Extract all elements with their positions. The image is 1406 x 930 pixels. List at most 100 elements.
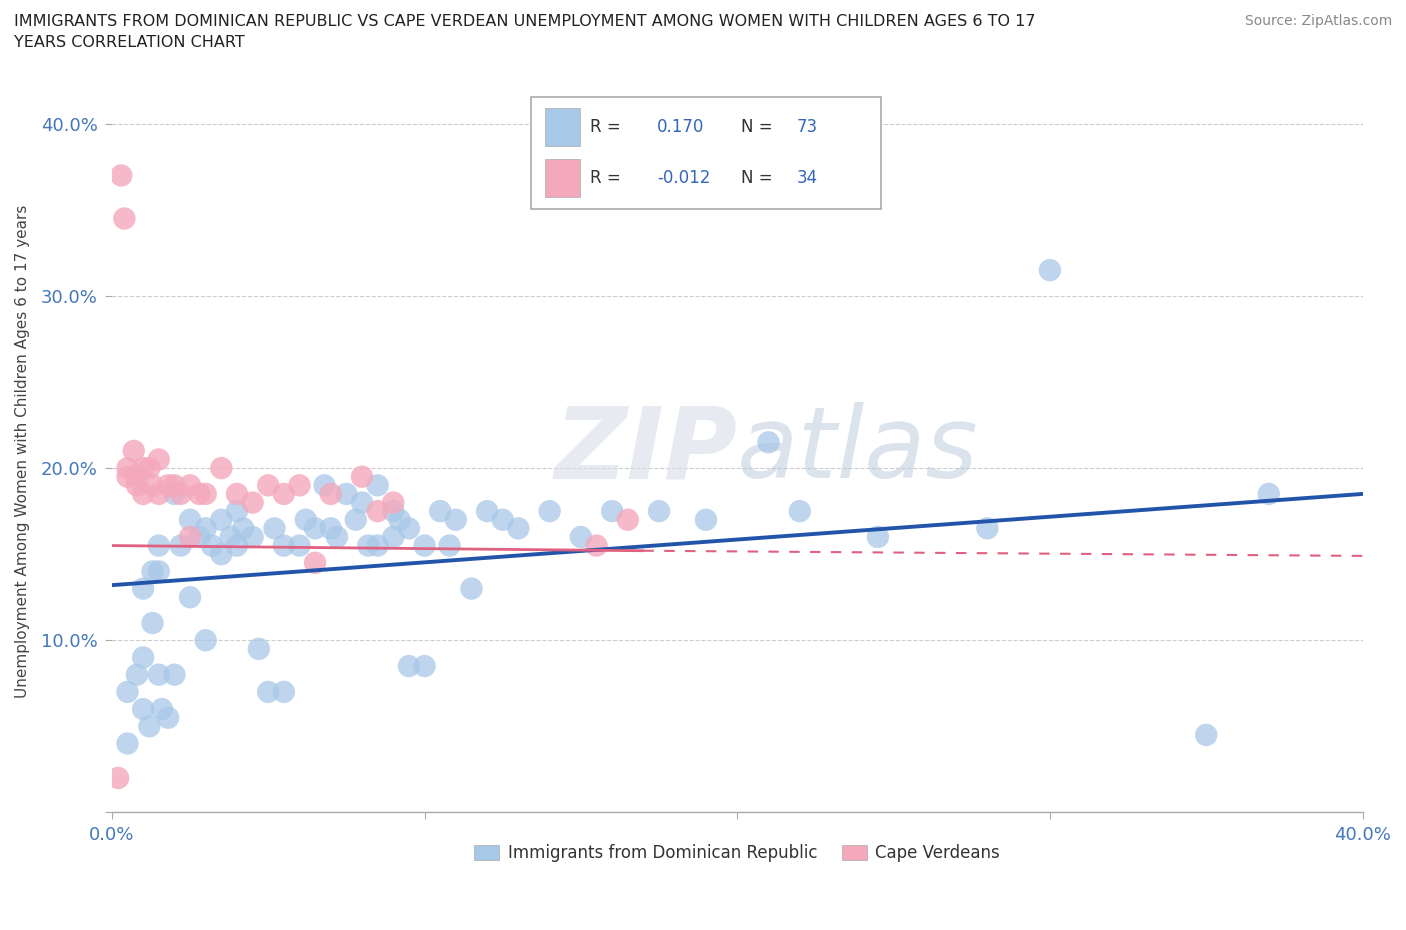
Point	[367, 504, 389, 519]
Point	[194, 632, 217, 647]
Point	[209, 547, 232, 562]
Point	[866, 529, 889, 544]
Point	[585, 538, 607, 553]
Point	[148, 452, 170, 467]
Point	[194, 486, 217, 501]
Point	[475, 504, 498, 519]
Point	[150, 701, 173, 716]
Point	[132, 701, 155, 716]
Point	[122, 444, 145, 458]
Point	[350, 470, 373, 485]
Point	[398, 658, 420, 673]
Point	[226, 504, 249, 519]
Point	[132, 460, 155, 475]
Point	[617, 512, 640, 527]
Point	[273, 538, 295, 553]
Point	[125, 470, 148, 485]
Point	[273, 684, 295, 699]
Point	[157, 711, 180, 725]
Point	[148, 667, 170, 682]
Point	[648, 504, 671, 519]
Point	[125, 478, 148, 493]
Point	[112, 211, 135, 226]
Point	[179, 529, 201, 544]
Point	[335, 486, 357, 501]
Point	[304, 521, 326, 536]
Point	[288, 538, 311, 553]
Point	[138, 460, 160, 475]
Point	[273, 486, 295, 501]
Point	[492, 512, 515, 527]
Point	[304, 555, 326, 570]
Point	[232, 521, 254, 536]
Point	[314, 478, 336, 493]
Point	[976, 521, 998, 536]
Point	[226, 486, 249, 501]
Point	[319, 521, 342, 536]
Point	[357, 538, 380, 553]
Point	[179, 478, 201, 493]
Point	[117, 470, 139, 485]
Point	[413, 538, 436, 553]
Point	[247, 642, 270, 657]
Legend: Immigrants from Dominican Republic, Cape Verdeans: Immigrants from Dominican Republic, Cape…	[468, 838, 1007, 870]
Text: IMMIGRANTS FROM DOMINICAN REPUBLIC VS CAPE VERDEAN UNEMPLOYMENT AMONG WOMEN WITH: IMMIGRANTS FROM DOMINICAN REPUBLIC VS CA…	[14, 14, 1036, 50]
Point	[117, 736, 139, 751]
Text: Source: ZipAtlas.com: Source: ZipAtlas.com	[1244, 14, 1392, 28]
Point	[257, 478, 280, 493]
Point	[179, 590, 201, 604]
Point	[110, 168, 132, 183]
Point	[294, 512, 316, 527]
Point	[117, 684, 139, 699]
Point	[201, 538, 224, 553]
Point	[219, 529, 242, 544]
Point	[367, 478, 389, 493]
Point	[508, 521, 530, 536]
Point	[288, 478, 311, 493]
Point	[398, 521, 420, 536]
Point	[789, 504, 811, 519]
Point	[209, 460, 232, 475]
Point	[388, 512, 411, 527]
Point	[257, 684, 280, 699]
Point	[444, 512, 467, 527]
Point	[350, 495, 373, 510]
Point	[326, 529, 349, 544]
Point	[194, 521, 217, 536]
Point	[157, 478, 180, 493]
Point	[141, 616, 163, 631]
Point	[148, 486, 170, 501]
Point	[169, 486, 191, 501]
Point	[1257, 486, 1279, 501]
Point	[263, 521, 285, 536]
Point	[132, 486, 155, 501]
Point	[344, 512, 367, 527]
Point	[569, 529, 592, 544]
Point	[169, 538, 191, 553]
Point	[367, 538, 389, 553]
Point	[117, 460, 139, 475]
Point	[125, 667, 148, 682]
Point	[758, 435, 780, 450]
Point	[132, 650, 155, 665]
Point	[460, 581, 482, 596]
Point	[148, 564, 170, 578]
Point	[538, 504, 561, 519]
Point	[382, 504, 405, 519]
Point	[413, 658, 436, 673]
Point	[242, 529, 264, 544]
Point	[132, 581, 155, 596]
Point	[382, 495, 405, 510]
Text: atlas: atlas	[737, 403, 979, 499]
Point	[188, 529, 211, 544]
Point	[695, 512, 717, 527]
Y-axis label: Unemployment Among Women with Children Ages 6 to 17 years: Unemployment Among Women with Children A…	[15, 205, 30, 698]
Point	[163, 667, 186, 682]
Point	[188, 486, 211, 501]
Point	[242, 495, 264, 510]
Text: ZIP: ZIP	[554, 403, 737, 499]
Point	[600, 504, 623, 519]
Point	[107, 771, 129, 786]
Point	[163, 478, 186, 493]
Point	[382, 529, 405, 544]
